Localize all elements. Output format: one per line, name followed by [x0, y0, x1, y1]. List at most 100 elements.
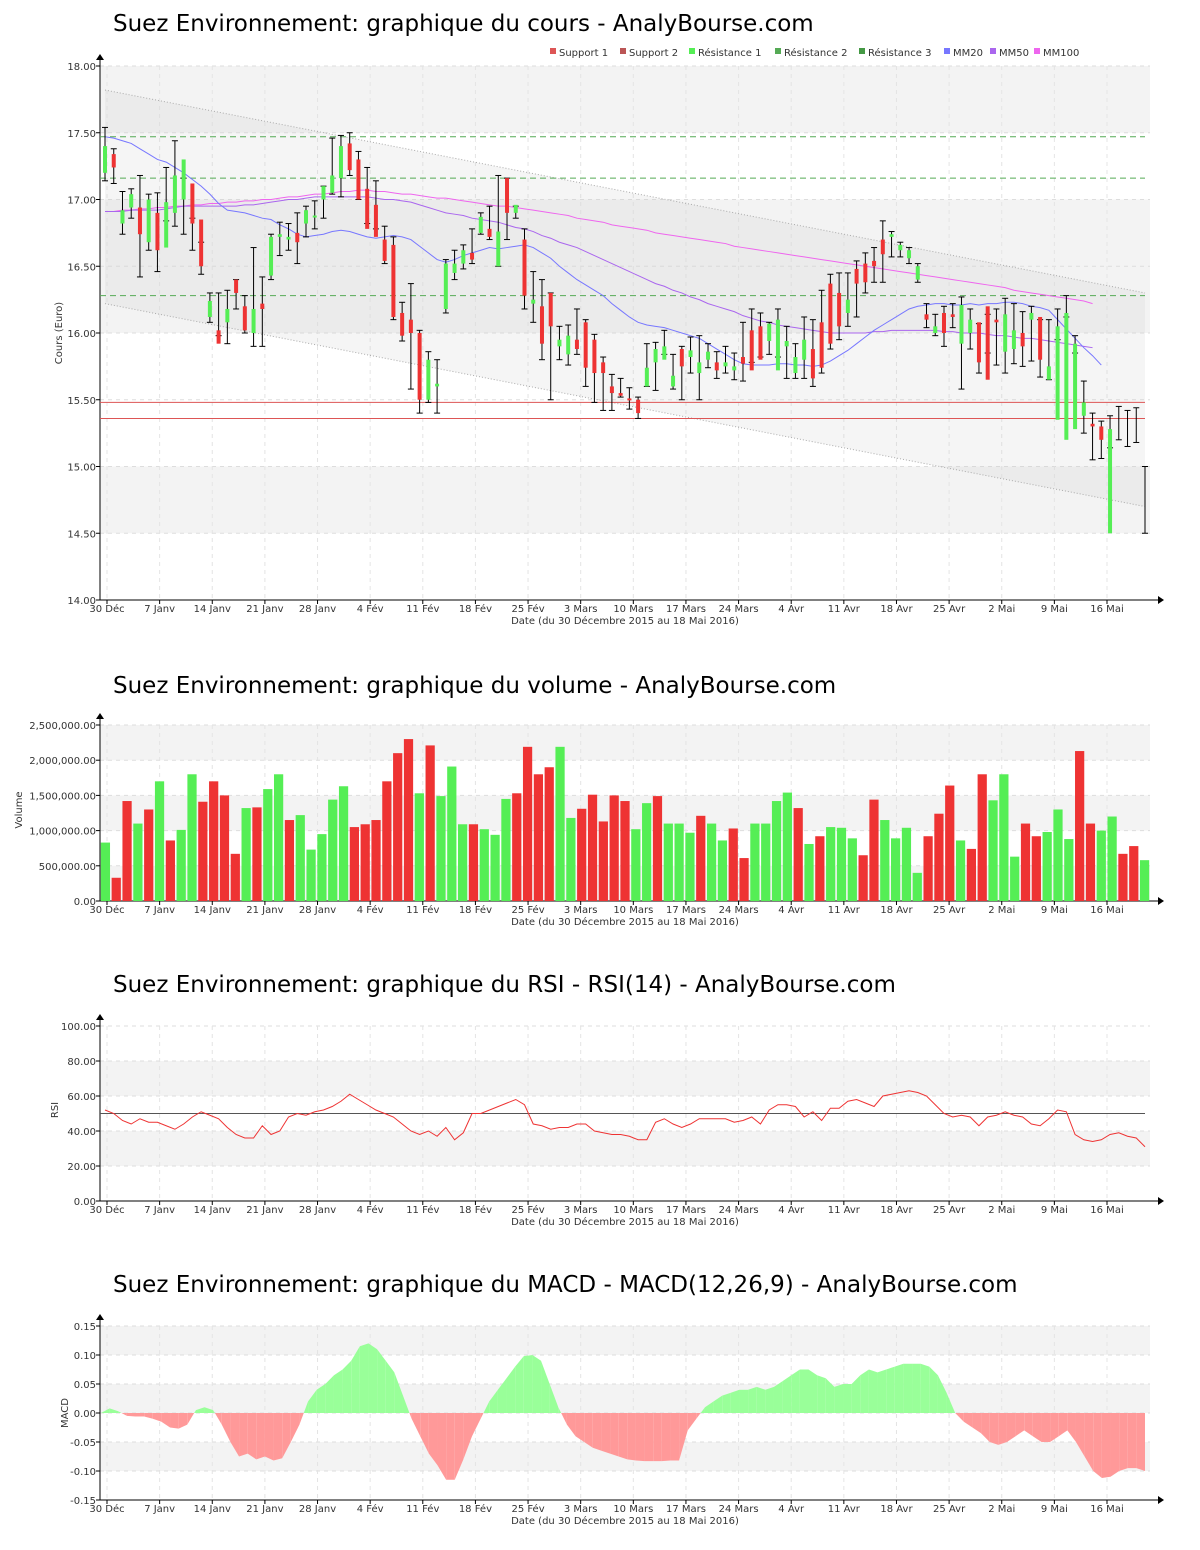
mm20-line	[104, 136, 1102, 367]
price-xtick-label: 21 Janv	[246, 604, 283, 615]
volume-bar	[577, 808, 587, 901]
legend-swatch	[620, 48, 626, 54]
macd-area-segment	[808, 1369, 818, 1413]
price-ytick-label: 14.00	[67, 596, 96, 607]
candle-body	[583, 322, 588, 368]
candle-body	[688, 350, 693, 358]
candle	[739, 321, 746, 382]
volume-bar	[782, 792, 792, 901]
candle	[224, 289, 231, 345]
macd-area-segment	[756, 1386, 766, 1413]
macd-area-segment	[1067, 1413, 1076, 1442]
candle-body	[784, 341, 789, 347]
candle-body	[365, 188, 370, 229]
price-xtick-label: 4 Avr	[778, 604, 805, 615]
candle	[1098, 420, 1105, 459]
candle	[783, 325, 790, 379]
candle-body	[216, 330, 221, 344]
volume-xtick-label: 4 Fév	[357, 904, 384, 916]
macd-area-segment	[955, 1413, 964, 1422]
candle-body	[863, 263, 868, 283]
price-yaxis-arrow	[96, 54, 104, 60]
macd-area-segment	[239, 1413, 248, 1457]
candle-body	[845, 299, 850, 313]
price-band	[100, 66, 1150, 133]
macd-area-segment	[843, 1384, 852, 1413]
candle	[1089, 412, 1096, 461]
candle	[582, 319, 589, 387]
macd-area-segment	[368, 1343, 378, 1413]
candle	[801, 316, 808, 379]
price-band	[100, 466, 1150, 534]
volume-xtick-label: 25 Fév	[511, 904, 544, 916]
volume-bar	[1085, 823, 1096, 901]
macd-area-segment	[834, 1384, 844, 1413]
volume-bar	[295, 815, 305, 901]
macd-area-segment	[256, 1413, 265, 1460]
candle-body	[539, 306, 544, 344]
volume-xtick-label: 10 Mars	[613, 905, 653, 916]
volume-bar	[1129, 846, 1139, 901]
rsi-chart-title: Suez Environnement: graphique du RSI - R…	[113, 972, 896, 998]
rsi-ytick-label: 0.00	[74, 1197, 96, 1208]
candle-body	[968, 319, 973, 333]
price-ytick-label: 15.00	[67, 463, 96, 474]
candle-body	[1046, 366, 1051, 380]
candle	[617, 377, 624, 398]
macd-area-segment	[121, 1413, 127, 1416]
volume-chart-title: Suez Environnement: graphique du volume …	[113, 673, 837, 699]
candle	[1028, 305, 1035, 362]
candle	[530, 271, 537, 323]
candle	[477, 212, 484, 235]
candle-body	[810, 349, 815, 379]
candle	[565, 324, 572, 366]
price-xaxis-label: Date (du 30 Décembre 2015 au 18 Mai 2016…	[511, 615, 739, 627]
macd-xtick-label: 3 Mars	[564, 1504, 598, 1515]
volume-bar	[165, 840, 175, 901]
volume-bar	[598, 821, 608, 901]
candle-body	[1011, 330, 1016, 350]
volume-bar	[144, 809, 154, 901]
candle	[713, 351, 720, 379]
candle-body	[408, 319, 413, 333]
volume-xtick-label: 4 Avr	[778, 905, 805, 916]
volume-xaxis-arrow	[1158, 897, 1164, 905]
macd-area-segment	[566, 1413, 576, 1437]
candle-body	[470, 252, 475, 260]
volume-bar	[880, 820, 890, 901]
candle-body	[242, 306, 247, 331]
volume-bar	[750, 823, 760, 901]
price-xtick-label: 11 Fév	[406, 603, 439, 615]
volume-xtick-label: 30 Déc	[89, 904, 124, 916]
candle	[871, 247, 878, 283]
candle-body	[723, 362, 728, 367]
macd-area-segment	[1041, 1413, 1051, 1442]
macd-xtick-label: 18 Avr	[880, 1504, 913, 1515]
candle-body	[461, 250, 466, 264]
macd-area-segment	[670, 1413, 680, 1461]
volume-bar	[382, 781, 392, 901]
macd-area-segment	[696, 1413, 701, 1419]
rsi-xtick-label: 24 Mars	[719, 1205, 759, 1216]
candle-body	[732, 366, 737, 371]
macd-area-segment	[437, 1413, 447, 1480]
volume-bar	[739, 858, 749, 901]
rsi-chart: 0.00 20.00 40.00 60.00 80.00 100.00 30 Déc 7 Ja…	[50, 1014, 1164, 1228]
volume-bar	[1118, 853, 1128, 901]
macd-area-segment	[472, 1413, 481, 1437]
candle-body	[443, 263, 448, 309]
candle	[136, 174, 143, 278]
candle	[914, 263, 921, 283]
candle-body	[164, 202, 169, 248]
candle	[163, 166, 170, 248]
candle-body	[181, 159, 186, 200]
rsi-xtick-label: 7 Janv	[144, 1205, 175, 1216]
macd-area-segment	[506, 1366, 516, 1413]
volume-bar	[826, 827, 836, 901]
candle	[608, 373, 615, 411]
candle	[774, 308, 781, 371]
candle	[538, 279, 545, 361]
candle	[425, 351, 432, 403]
volume-bar	[284, 820, 295, 901]
macd-area-segment	[446, 1413, 455, 1480]
